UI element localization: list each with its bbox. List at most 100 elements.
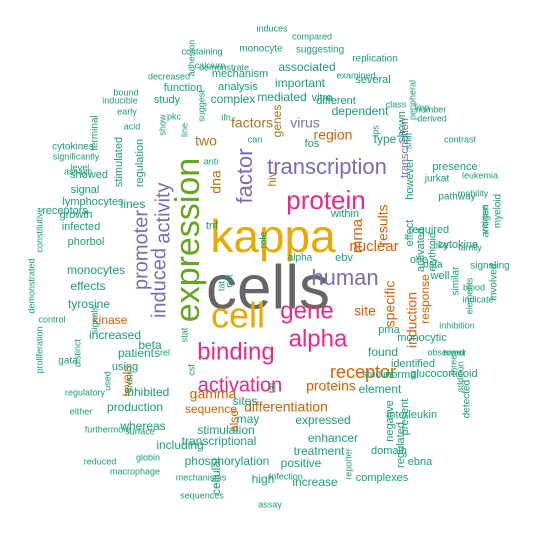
- word-genes: genes: [270, 105, 284, 138]
- word-small-tal: tal: [268, 383, 279, 394]
- word-small-can: can: [248, 134, 263, 144]
- word-lymphocytes: lymphocytes: [62, 196, 124, 208]
- word-region: region: [314, 127, 353, 143]
- word-small-shift: shift: [403, 132, 413, 149]
- word-presence: presence: [432, 161, 477, 173]
- word-small-involved: involved: [489, 264, 500, 301]
- word-element: element: [359, 382, 402, 396]
- word-small-derived: derived: [417, 113, 447, 123]
- word-transcriptional: transcriptional: [182, 434, 257, 448]
- word-small-reduced: reduced: [84, 456, 117, 466]
- word-also: also: [227, 410, 241, 432]
- word-small-trans: trans: [124, 369, 134, 390]
- word-small-inducible: inducible: [102, 95, 138, 105]
- word-increase: increase: [292, 475, 338, 489]
- word-proteins: proteins: [306, 378, 356, 394]
- word-transcription: transcription: [399, 118, 411, 178]
- word-domain: domain: [371, 445, 407, 457]
- word-stimulation: stimulation: [197, 423, 254, 437]
- word-identified: identified: [391, 358, 435, 370]
- word-induced: induced: [148, 248, 170, 318]
- word-sites: sites: [233, 394, 258, 408]
- word-well: well: [430, 270, 450, 282]
- word-small-globin: globin: [136, 452, 160, 462]
- word-sequence: sequence: [185, 402, 237, 416]
- word-small-observed: observed: [427, 347, 464, 357]
- word-different: different: [316, 95, 356, 107]
- word-small-signaling: signaling: [470, 261, 509, 272]
- word-small-ifn: ifn: [221, 112, 231, 122]
- word-small-surface: surface: [125, 426, 155, 436]
- word-phorbol: phorbol: [68, 236, 105, 248]
- word-gene: gene: [280, 297, 333, 324]
- word-small-reporter: reporter: [343, 448, 353, 480]
- word-patients: patients: [118, 346, 160, 360]
- word-regulation: regulation: [134, 139, 146, 187]
- word-beta: beta: [138, 338, 162, 352]
- word-monocytes: monocytes: [67, 263, 125, 277]
- word-small-various: various: [479, 204, 489, 234]
- word-small-blood: blood: [463, 282, 485, 292]
- word-small-distinct: distinct: [72, 338, 82, 367]
- word-specific: specific: [382, 281, 398, 328]
- word-lines: lines: [121, 197, 146, 211]
- word-jurkat: jurkat: [424, 174, 450, 185]
- word-study: study: [154, 94, 181, 106]
- word-small-ips: ips: [370, 125, 380, 137]
- word-induction: induction: [404, 292, 420, 348]
- word-type: type: [374, 132, 397, 146]
- word-protein: protein: [286, 185, 366, 215]
- word-activated: activated: [415, 228, 427, 272]
- word-small-myeloid: myeloid: [493, 194, 504, 228]
- word-normal: normal: [385, 369, 419, 381]
- word-activity: activity: [152, 182, 174, 243]
- word-may: may: [237, 412, 260, 426]
- word-small-data: data: [423, 260, 443, 271]
- word-small-tat: tat: [216, 281, 226, 292]
- word-small-induces: induces: [256, 23, 288, 33]
- word-binding: binding: [197, 338, 274, 365]
- word-tnf: tnf: [206, 220, 219, 232]
- word-activation: activation: [198, 374, 283, 396]
- word-negative: negative: [384, 400, 396, 442]
- word-small-assay: assay: [258, 499, 282, 509]
- word-effect: effect: [404, 220, 416, 247]
- word-cellular: cellular: [209, 457, 223, 495]
- word-small-class: class: [386, 99, 407, 109]
- word-small-family: family: [458, 242, 482, 252]
- word-results: results: [375, 204, 391, 245]
- word-kinase: kinase: [93, 313, 128, 327]
- word-small-monocyte: monocyte: [239, 44, 283, 55]
- word-virus: virus: [290, 115, 320, 131]
- word-small-acid: acid: [124, 121, 141, 131]
- word-fos: fos: [305, 138, 320, 150]
- word-small-containing: containing: [181, 46, 222, 56]
- word-small-calcium: calcium: [195, 60, 226, 70]
- word-hiv: hiv: [265, 171, 279, 186]
- word-small-terminal: terminal: [90, 115, 101, 151]
- word-ebna: ebna: [408, 456, 433, 468]
- word-role: role: [259, 231, 270, 248]
- word-small-elements: elements: [464, 277, 474, 314]
- word-important: important: [275, 76, 326, 90]
- word-small-early: early: [117, 106, 137, 116]
- word-within: within: [330, 208, 359, 220]
- word-small-similar: similar: [451, 266, 462, 296]
- word-small-macrophage: macrophage: [110, 466, 160, 476]
- word-high: high: [252, 472, 275, 486]
- word-small-line: line: [179, 123, 189, 137]
- word-mrna: mrna: [349, 218, 366, 253]
- word-required: required: [409, 224, 449, 236]
- word-small-demonstrated: demonstrated: [26, 258, 36, 313]
- word-small-detected: detected: [462, 380, 473, 418]
- word-positive: positive: [281, 456, 322, 470]
- word-small-csf: csf: [186, 364, 196, 376]
- word-small-anti: anti: [204, 156, 219, 166]
- word-small-either: either: [70, 406, 93, 416]
- word-small-lmp: lmp: [415, 102, 430, 112]
- word-monocytic: monocytic: [397, 332, 447, 344]
- word-two: two: [195, 133, 217, 149]
- word-human: human: [311, 265, 378, 290]
- word-signal: signal: [71, 184, 100, 196]
